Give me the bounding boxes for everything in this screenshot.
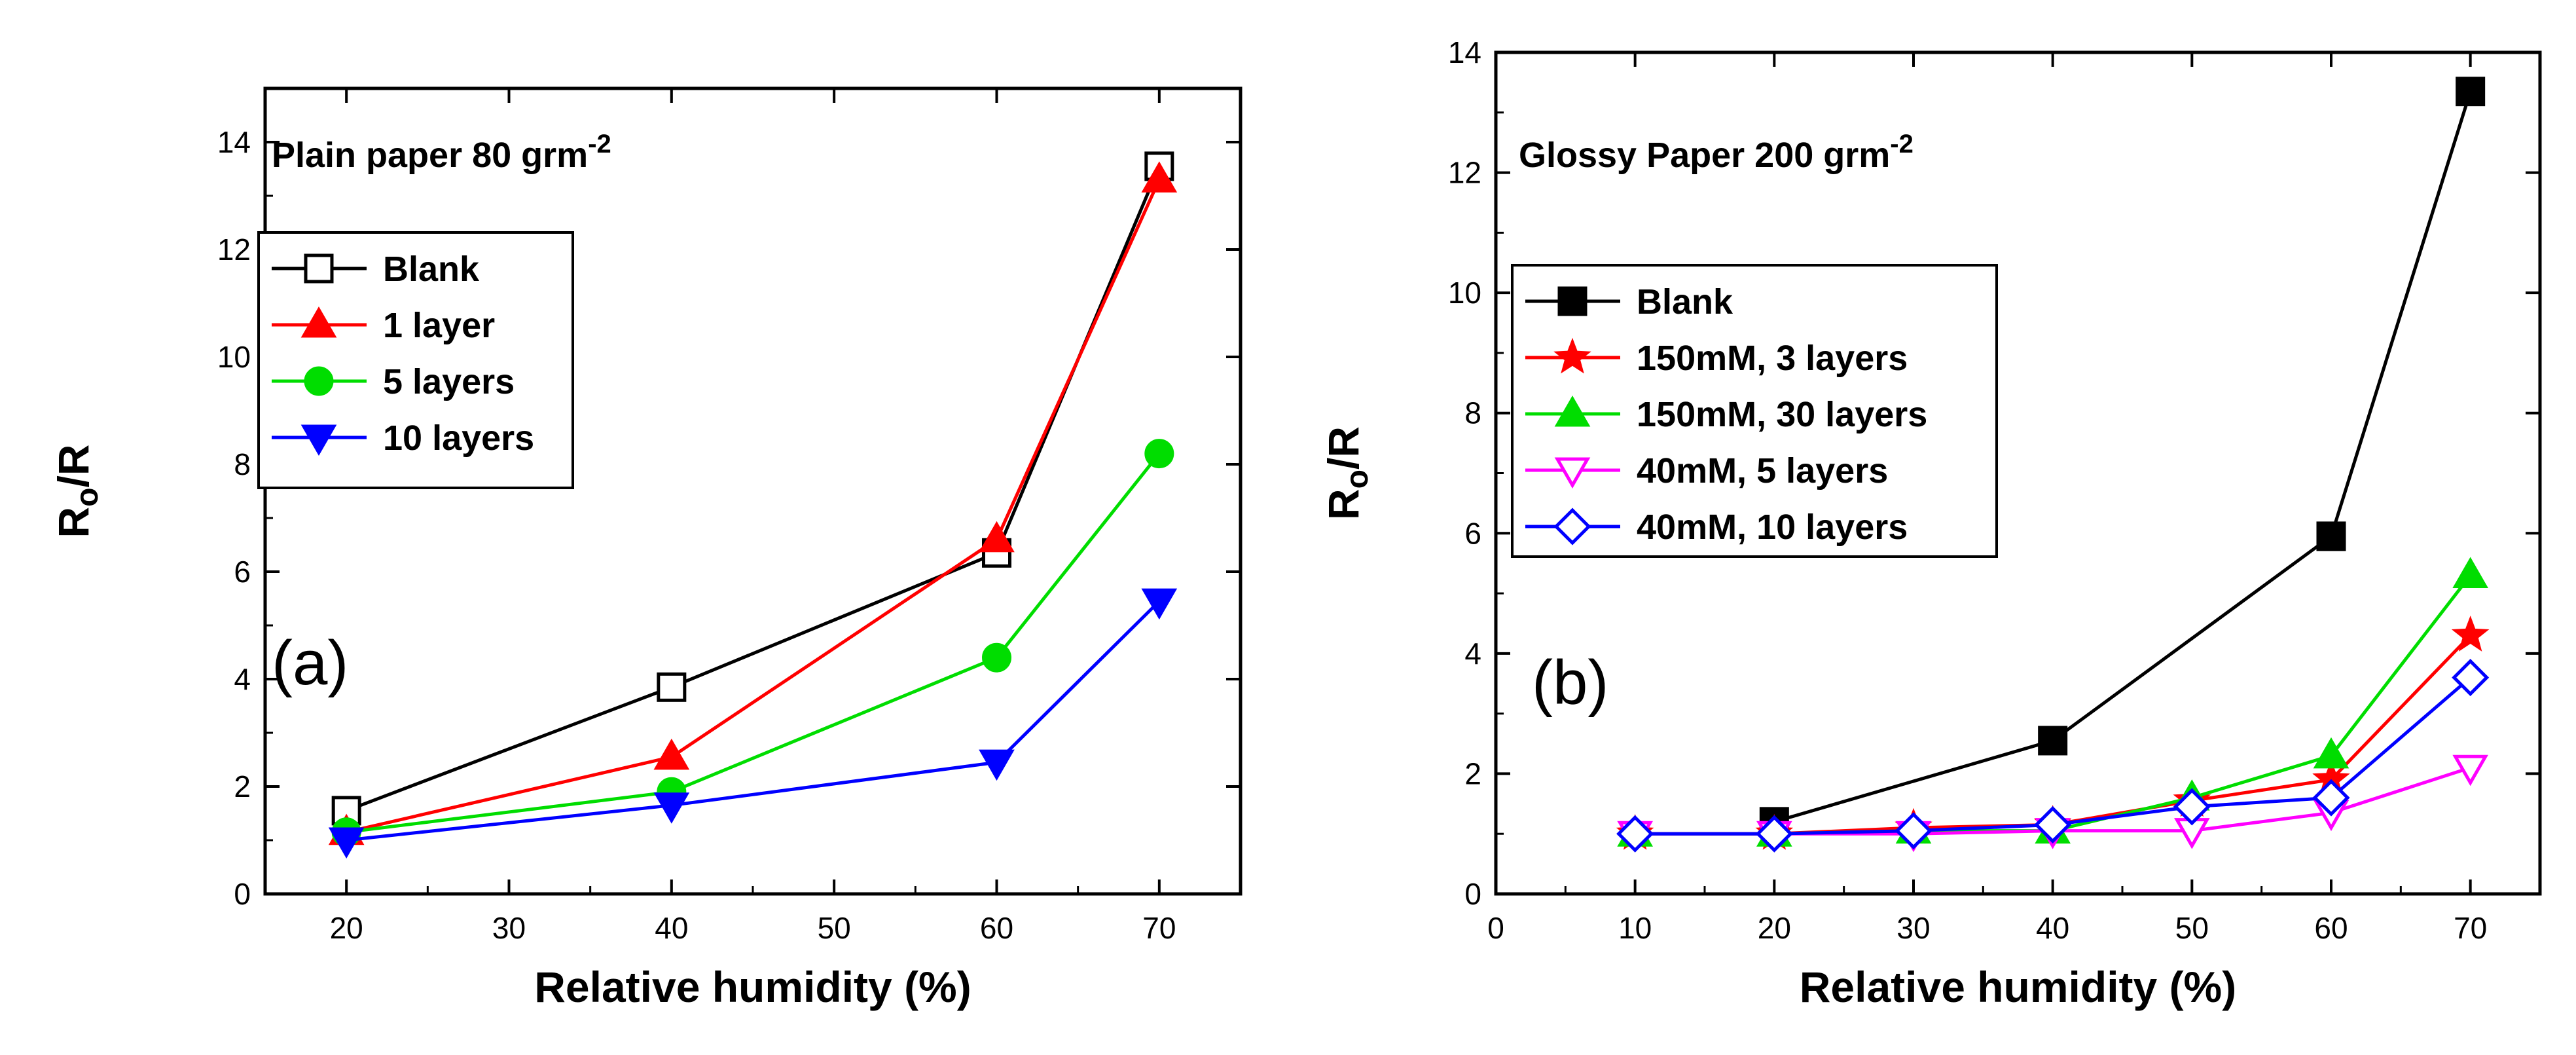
legend-marker-3 (1554, 457, 1591, 489)
data-point-3-6 (2452, 754, 2488, 787)
x-tick-label: 50 (818, 911, 851, 945)
legend-label-4: 40mM, 10 layers (1637, 508, 1908, 547)
y-tick-label: 10 (217, 340, 251, 374)
y-tick-label: 6 (1464, 516, 1481, 550)
legend-label-0: Blank (383, 250, 480, 289)
legend-label-2: 5 layers (383, 362, 515, 401)
data-point-4-4 (2173, 788, 2211, 826)
legend-box (1511, 264, 1998, 558)
data-point-4-0 (1616, 815, 1654, 853)
series-a-3 (328, 588, 1178, 859)
chart-title-a: Plain paper 80 grm-2 (272, 130, 611, 175)
series-line-0 (1773, 90, 2473, 824)
data-point-3-2 (979, 749, 1015, 781)
legend-label-3: 40mM, 5 layers (1637, 451, 1888, 490)
x-axis-label-b: Relative humidity (%) (1800, 963, 2236, 1011)
y-axis-label-b: Ro/R (1319, 426, 1375, 520)
data-point-1-1 (653, 738, 690, 770)
y-tick-label: 0 (234, 877, 251, 911)
x-tick-label: 50 (2175, 911, 2209, 945)
legend-label-3: 10 layers (383, 418, 534, 458)
series-line-3 (346, 600, 1161, 842)
series-b-2 (1617, 557, 2488, 847)
panel-label-a: (a) (272, 628, 348, 698)
data-point-2-6 (2452, 557, 2488, 589)
x-tick-label: 10 (1618, 911, 1652, 945)
legend-marker-1 (1553, 337, 1591, 374)
x-tick-label: 70 (2454, 911, 2487, 945)
y-tick-label: 4 (1464, 637, 1481, 671)
x-tick-label: 20 (1758, 911, 1791, 945)
y-tick-label: 10 (1448, 276, 1481, 310)
data-point-0-1 (2038, 726, 2068, 756)
y-tick-label: 0 (1464, 877, 1481, 911)
data-point-3-1 (653, 792, 690, 824)
legend-label-2: 150mM, 30 layers (1637, 395, 1927, 434)
y-tick-label: 6 (234, 555, 251, 589)
x-tick-label: 0 (1487, 911, 1504, 945)
legend-marker-3 (300, 424, 337, 456)
data-point-1-6 (2451, 616, 2490, 652)
data-point-4-3 (2034, 805, 2072, 843)
legend-b: Blank 150mM, 3 layers 150mM, 30 layers 40mM… (1511, 264, 1998, 558)
data-point-2-5 (2313, 737, 2349, 769)
x-tick-label: 70 (1142, 911, 1176, 945)
y-tick-label: 8 (1464, 396, 1481, 430)
chart-title-b: Glossy Paper 200 grm-2 (1519, 130, 1914, 175)
y-tick-label: 12 (1448, 156, 1481, 190)
x-tick-label: 40 (2036, 911, 2069, 945)
x-tick-label: 30 (492, 911, 526, 945)
series-line-2 (346, 453, 1161, 834)
y-tick-label: 12 (217, 232, 251, 267)
data-point-1-2 (979, 521, 1015, 553)
panel-b: 0 10 20 30 40 50 60 70 0 2 4 6 8 10 12 14 Relative humid… (1319, 35, 2542, 1011)
legend-marker-2 (1554, 395, 1591, 427)
series-b-4 (1616, 659, 2490, 853)
data-point-0-2 (2316, 521, 2346, 551)
data-point-0-3 (2456, 77, 2486, 107)
legend-a: Blank 1 layer 5 layers 10 layers (257, 231, 574, 489)
x-tick-label: 40 (655, 911, 688, 945)
legend-marker-0 (304, 253, 334, 284)
y-tick-label: 14 (217, 125, 251, 159)
data-point-3-3 (1141, 588, 1178, 620)
legend-marker-4 (1553, 508, 1591, 546)
y-tick-label: 2 (234, 769, 251, 804)
data-point-1-3 (1141, 161, 1178, 193)
x-tick-label: 20 (330, 911, 363, 945)
legend-marker-1 (300, 306, 337, 338)
panel-a: 20 30 40 50 60 70 0 2 4 6 8 10 12 14 Relative humidity… (49, 86, 1243, 1011)
x-tick-label: 60 (980, 911, 1013, 945)
data-point-2-3 (1144, 439, 1174, 469)
series-line-1 (346, 179, 1161, 834)
x-tick-label: 30 (1896, 911, 1930, 945)
data-point-4-6 (2452, 659, 2490, 697)
y-tick-label: 2 (1464, 756, 1481, 790)
y-tick-label: 14 (1448, 35, 1481, 69)
x-tick-label: 60 (2314, 911, 2348, 945)
legend-marker-2 (304, 366, 334, 396)
data-point-2-2 (982, 642, 1011, 673)
y-tick-label: 8 (234, 447, 251, 481)
y-axis-label-a: Ro/R (49, 445, 105, 538)
panel-label-b: (b) (1532, 648, 1608, 718)
data-point-4-5 (2312, 779, 2350, 817)
plot-frame-a (263, 86, 1243, 896)
legend-label-1: 1 layer (383, 306, 495, 345)
legend-marker-0 (1557, 286, 1587, 316)
legend-label-0: Blank (1637, 282, 1733, 322)
series-a-2 (331, 439, 1174, 847)
data-point-3-0 (328, 827, 365, 859)
x-axis-label-a: Relative humidity (%) (534, 963, 971, 1011)
data-point-4-1 (1755, 815, 1793, 853)
data-point-0-1 (657, 672, 687, 702)
legend-label-1: 150mM, 3 layers (1637, 339, 1908, 378)
data-point-4-2 (1895, 812, 1932, 850)
y-tick-label: 4 (234, 662, 251, 696)
